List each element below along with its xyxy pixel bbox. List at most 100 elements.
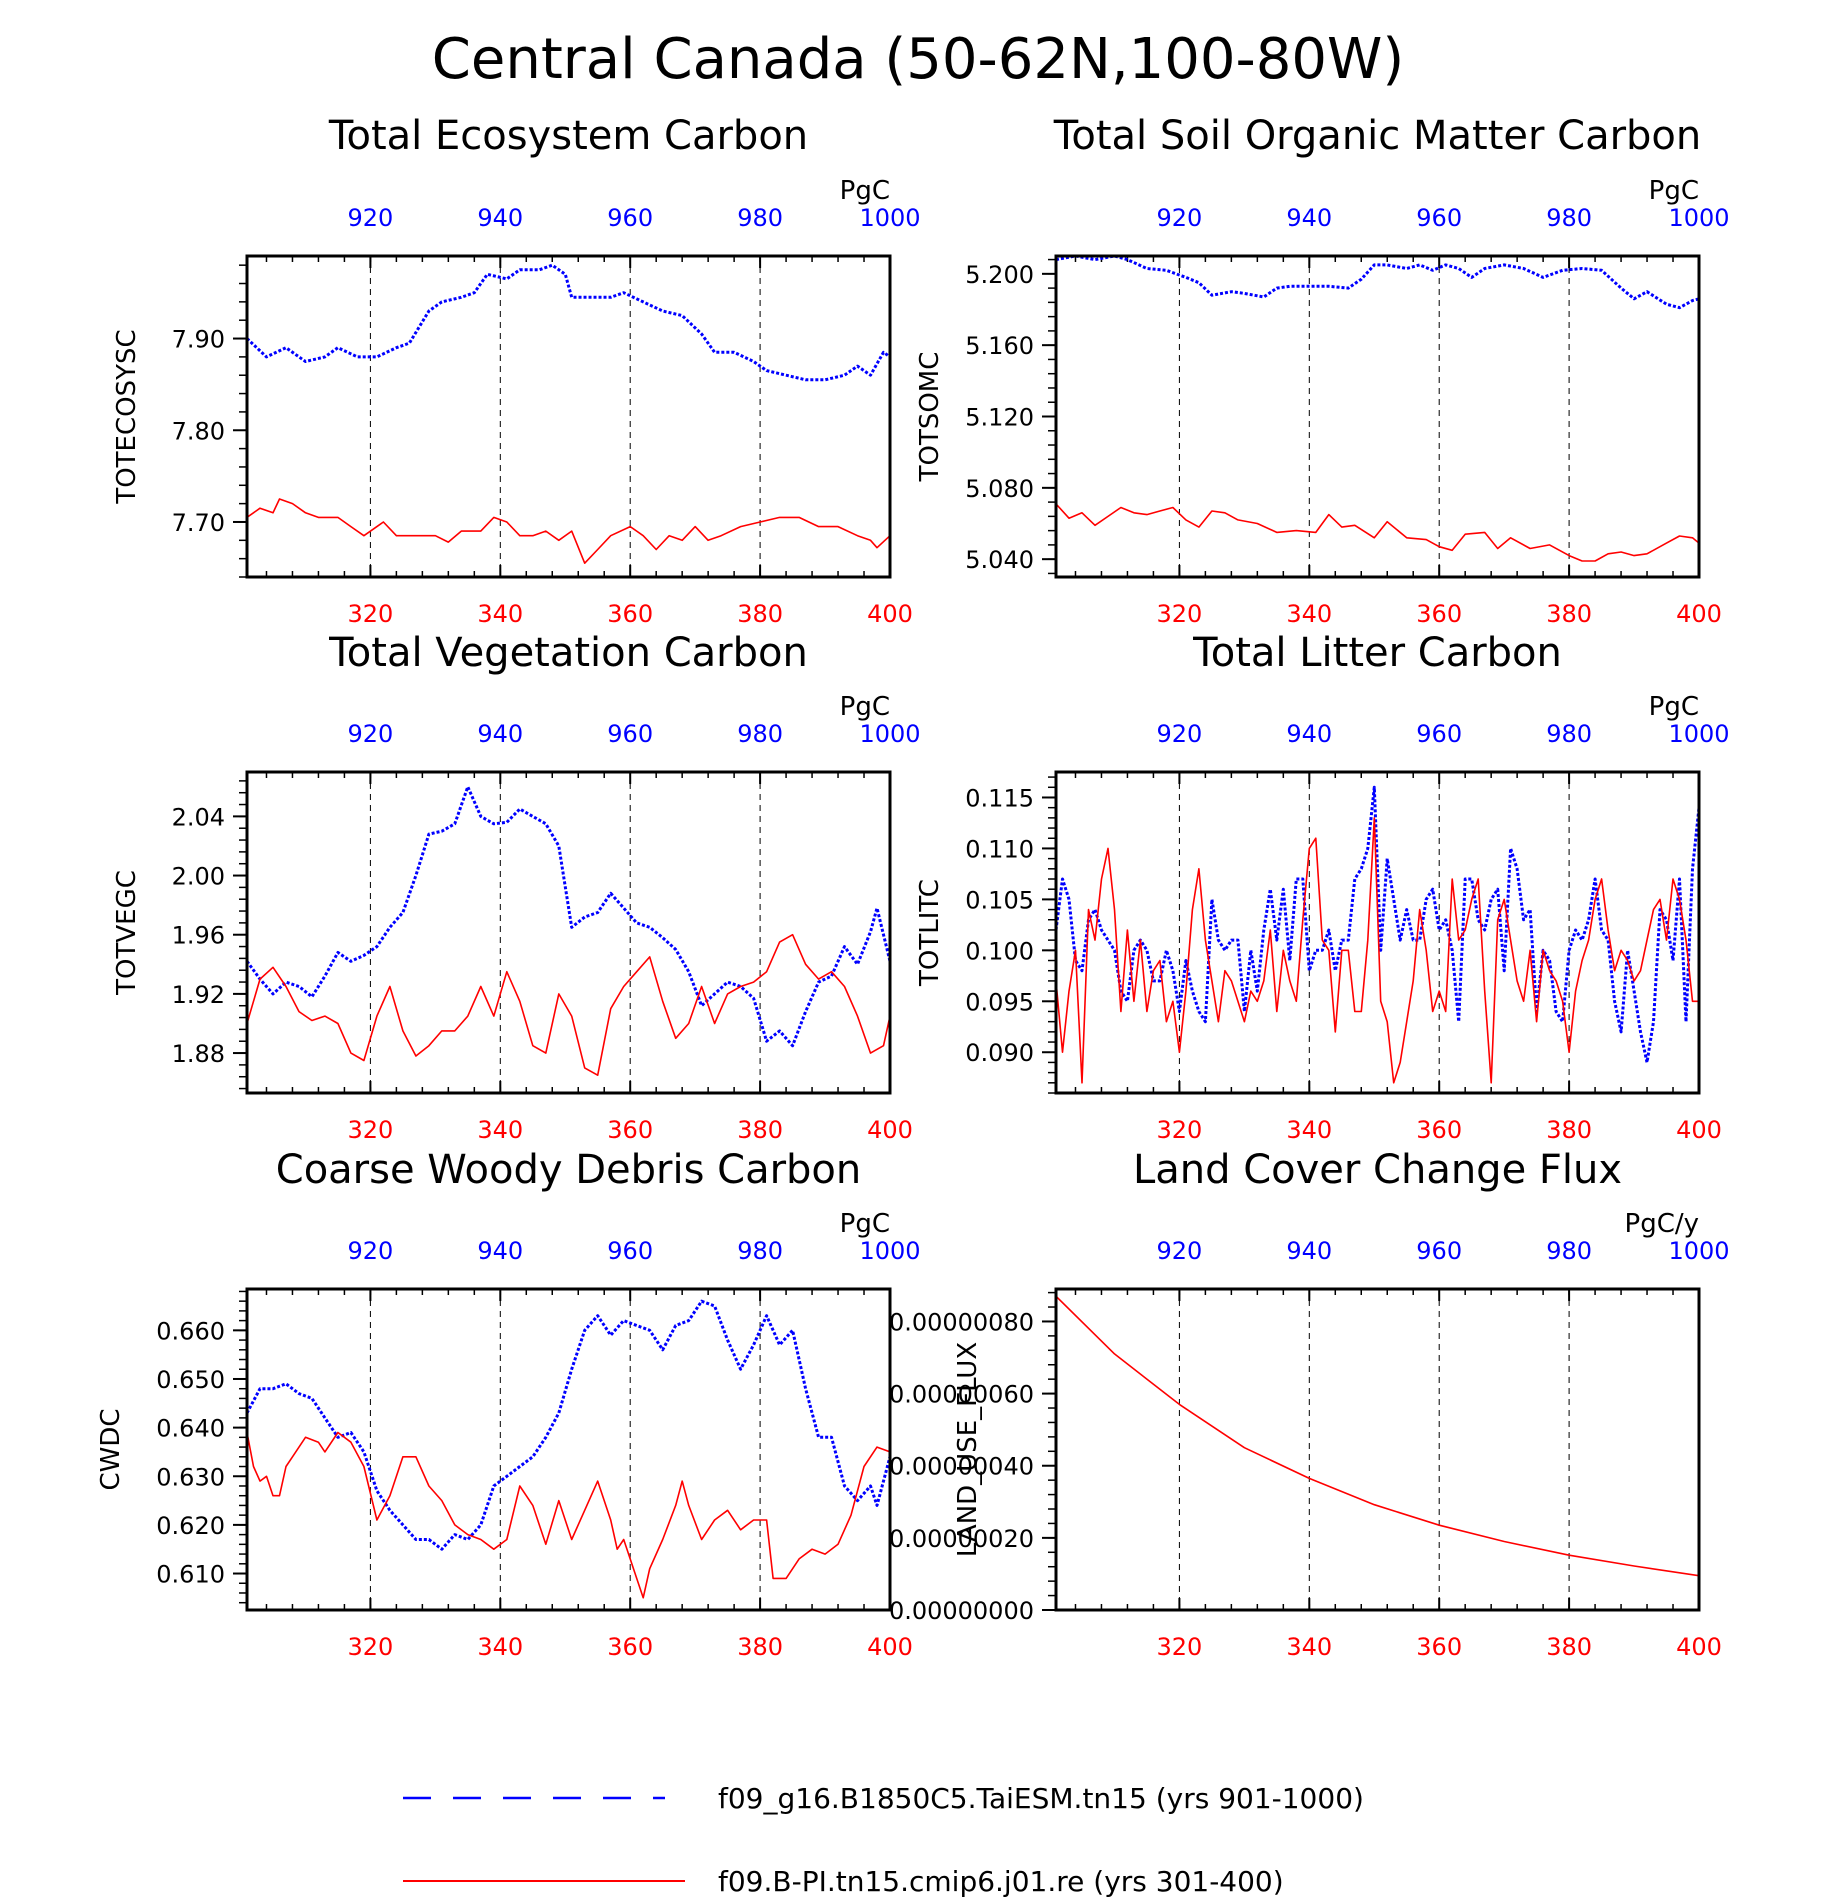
y-axis-label: TOTVEGC [112,870,142,996]
x-tick-label-top: 960 [1416,1237,1462,1265]
x-tick-label-top: 1000 [1668,204,1729,232]
x-tick-label-top: 940 [1286,204,1332,232]
x-tick-label-top: 1000 [1668,720,1729,748]
x-tick-label-bottom: 400 [867,1116,913,1144]
y-axis-label: TOTLITC [915,879,945,987]
plot-frame [1054,254,1701,579]
x-tick-label-top: 980 [737,204,783,232]
y-tick-label: 0.105 [965,886,1034,914]
x-tick-label-top: 980 [1546,1237,1592,1265]
x-tick-label-bottom: 380 [737,600,783,628]
units-label: PgC [840,176,890,206]
y-tick-label: 0.110 [965,835,1034,863]
x-tick-label-bottom: 400 [1676,1116,1722,1144]
x-tick-label-bottom: 340 [477,600,523,628]
x-tick-label-top: 920 [347,720,393,748]
panel-title: Coarse Woody Debris Carbon [276,1147,861,1193]
x-tick-label-top: 960 [607,204,653,232]
series-line-top [1056,256,1699,310]
series-line-bottom [1056,1295,1699,1577]
panel-2: Total Vegetation Carbon PgC 320 340 360 380 40… [112,630,921,1144]
y-tick-label: 7.90 [172,326,225,354]
series-line-bottom [247,498,890,565]
x-tick-label-top: 1000 [859,1237,920,1265]
x-tick-label-bottom: 360 [1416,1633,1462,1661]
series-line-bottom [247,933,890,1076]
y-tick-label: 0.660 [156,1317,225,1345]
x-tick-label-bottom: 400 [867,600,913,628]
x-tick-label-bottom: 380 [737,1633,783,1661]
series-line-top [247,263,890,382]
y-tick-label: 0.640 [156,1415,225,1443]
y-tick-label: 0.100 [965,937,1034,965]
y-tick-label: 0.00000020 [889,1525,1034,1553]
units-label: PgC [840,692,890,722]
x-tick-label-top: 920 [1156,720,1202,748]
y-axis-label: LAND_USE_FLUX [953,1342,983,1557]
x-tick-label-top: 940 [477,720,523,748]
x-tick-label-top: 960 [607,720,653,748]
x-tick-label-bottom: 360 [1416,1116,1462,1144]
x-tick-label-top: 920 [347,1237,393,1265]
panel-1: Total Soil Organic Matter Carbon PgC 320 34… [915,113,1730,628]
x-tick-label-bottom: 320 [347,1116,393,1144]
x-tick-label-bottom: 400 [867,1633,913,1661]
units-label: PgC [1649,176,1699,206]
y-tick-label: 5.080 [965,475,1034,503]
x-tick-label-top: 920 [347,204,393,232]
x-tick-label-top: 960 [607,1237,653,1265]
y-tick-label: 0.620 [156,1512,225,1540]
series-line-top [247,1299,890,1551]
y-tick-label: 2.04 [172,803,225,831]
x-tick-label-bottom: 340 [1286,1116,1332,1144]
x-tick-label-bottom: 360 [1416,600,1462,628]
x-tick-label-top: 940 [477,1237,523,1265]
units-label: PgC [840,1209,890,1239]
y-tick-label: 1.96 [172,922,225,950]
x-tick-label-top: 940 [1286,720,1332,748]
plot-frame [245,770,892,1095]
x-tick-label-top: 920 [1156,204,1202,232]
x-tick-label-bottom: 320 [347,600,393,628]
x-tick-label-top: 980 [737,720,783,748]
y-tick-label: 0.00000060 [889,1381,1034,1409]
x-tick-label-top: 1000 [1668,1237,1729,1265]
x-tick-label-bottom: 320 [1156,600,1202,628]
y-tick-label: 0.095 [965,988,1034,1016]
x-tick-label-bottom: 340 [1286,1633,1332,1661]
x-tick-label-top: 960 [1416,720,1462,748]
series-line-bottom [1056,503,1699,562]
y-tick-label: 5.120 [965,404,1034,432]
x-tick-label-bottom: 320 [1156,1633,1202,1661]
x-tick-label-top: 940 [1286,1237,1332,1265]
y-tick-label: 1.92 [172,981,225,1009]
x-tick-label-bottom: 400 [1676,1633,1722,1661]
x-tick-label-top: 1000 [859,720,920,748]
x-tick-label-top: 940 [477,204,523,232]
plot-frame [245,254,892,579]
x-tick-label-bottom: 340 [477,1116,523,1144]
y-tick-label: 5.200 [965,261,1034,289]
panel-title: Total Litter Carbon [1192,630,1562,676]
y-tick-label: 2.00 [172,863,225,891]
plot-frame [1054,1287,1701,1612]
y-tick-label: 0.090 [965,1039,1034,1067]
x-tick-label-bottom: 360 [607,1633,653,1661]
units-label: PgC [1649,692,1699,722]
y-tick-label: 1.88 [172,1040,225,1068]
series-line-top [1056,785,1699,1064]
x-tick-label-bottom: 400 [1676,600,1722,628]
panel-title: Land Cover Change Flux [1133,1147,1622,1193]
x-tick-label-bottom: 320 [347,1633,393,1661]
plot-frame [1054,770,1701,1095]
y-axis-label: CWDC [96,1408,126,1490]
legend-label-top-series: f09_g16.B1850C5.TaiESM.tn15 (yrs 901-100… [718,1782,1364,1815]
x-tick-label-bottom: 320 [1156,1116,1202,1144]
legend: f09_g16.B1850C5.TaiESM.tn15 (yrs 901-100… [403,1782,1364,1898]
y-tick-label: 5.040 [965,546,1034,574]
x-tick-label-bottom: 360 [607,1116,653,1144]
series-line-top [247,785,890,1048]
x-tick-label-top: 960 [1416,204,1462,232]
x-tick-label-bottom: 380 [1546,1633,1592,1661]
